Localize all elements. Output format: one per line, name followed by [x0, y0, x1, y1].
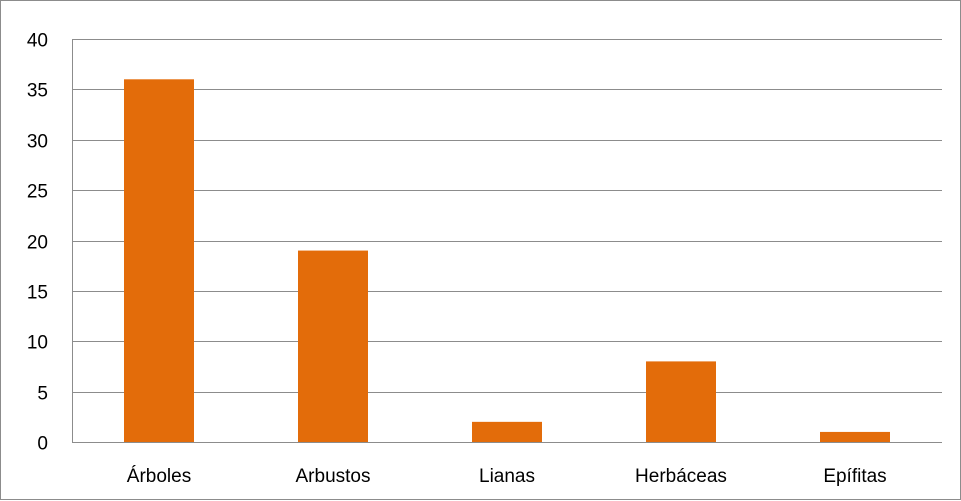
y-tick-label: 35 [27, 81, 48, 102]
y-tick-label: 5 [37, 384, 48, 405]
bars [124, 79, 890, 443]
x-tick-label: Lianas [479, 466, 535, 487]
x-tick-label: Árboles [127, 466, 191, 487]
y-tick-labels: 0 5 10 15 20 25 30 35 40 [27, 31, 48, 455]
y-tick-label: 30 [27, 132, 48, 153]
y-tick-label: 25 [27, 182, 48, 203]
x-tick-label: Arbustos [296, 466, 371, 487]
y-tick-label: 10 [27, 333, 48, 354]
y-tick-label: 20 [27, 233, 48, 254]
x-tick-labels: Árboles Arbustos Lianas Herbáceas Epífitas [127, 466, 887, 487]
bar [298, 250, 368, 442]
bar [646, 361, 716, 442]
y-tick-label: 0 [37, 434, 48, 455]
bar [472, 421, 542, 442]
gridlines [72, 39, 942, 393]
x-tick-label: Epífitas [823, 466, 886, 487]
y-tick-label: 15 [27, 283, 48, 304]
bar [124, 79, 194, 443]
axes [72, 39, 942, 443]
y-tick-label: 40 [27, 31, 48, 52]
bar [820, 431, 890, 442]
x-tick-label: Herbáceas [635, 466, 727, 487]
